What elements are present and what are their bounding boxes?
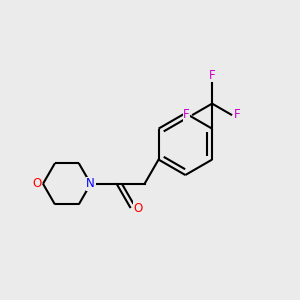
Text: O: O xyxy=(134,202,143,214)
Text: N: N xyxy=(86,177,95,190)
Text: F: F xyxy=(234,108,241,121)
Text: O: O xyxy=(32,177,41,190)
Text: F: F xyxy=(209,69,215,82)
Text: F: F xyxy=(183,108,190,121)
